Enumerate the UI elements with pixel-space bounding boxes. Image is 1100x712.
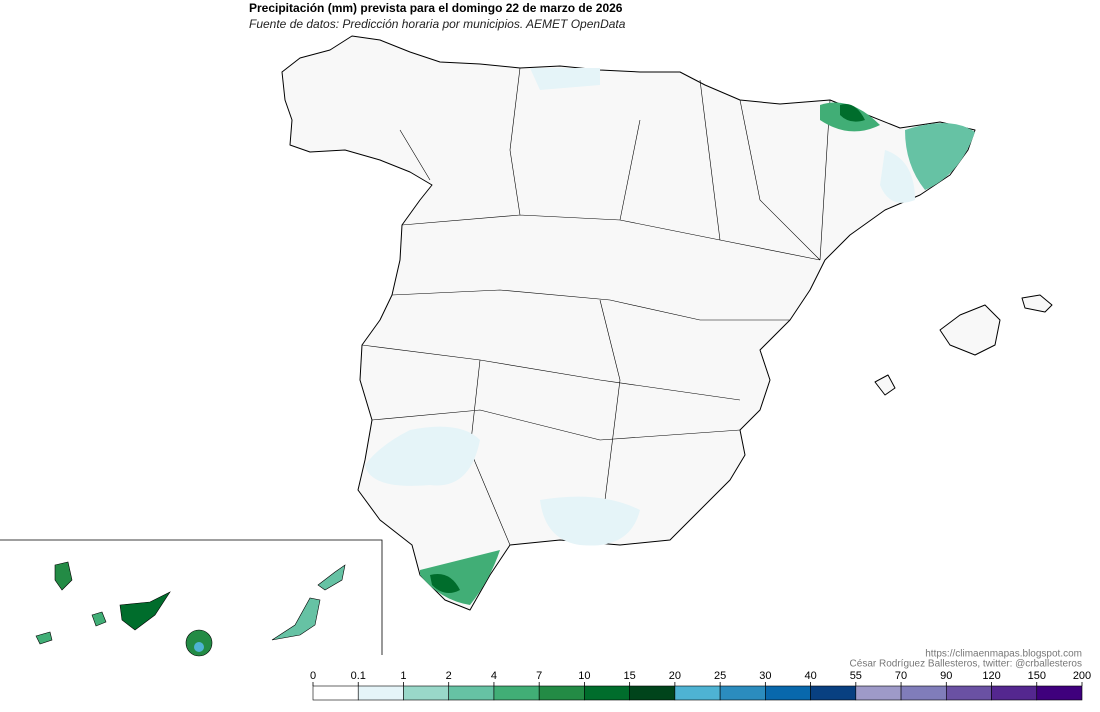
legend-tick-label: 200 — [1073, 670, 1091, 682]
legend-swatch — [719, 685, 766, 701]
subtitle: Fuente de datos: Predicción horaria por … — [249, 17, 626, 31]
precip-area — [840, 104, 865, 122]
legend: 0 0.1 1 2 4 7 10 15 20 25 30 40 55 70 90 120 150 200 — [310, 670, 1091, 701]
legend-swatch — [629, 685, 676, 701]
legend-swatch — [810, 685, 857, 701]
legend-swatch — [403, 685, 450, 701]
precip-area — [540, 496, 640, 546]
precip-area — [880, 150, 915, 203]
legend-swatch — [312, 685, 359, 701]
legend-tick-label: 7 — [536, 670, 542, 682]
legend-tick-label: 4 — [491, 670, 497, 682]
credit-author: César Rodríguez Ballesteros, twitter: @c… — [850, 659, 1082, 670]
mallorca — [939, 304, 1001, 356]
legend-tick-label: 30 — [759, 670, 771, 682]
credit-url: https://climaenmapas.blogspot.com — [925, 649, 1082, 660]
legend-swatch — [855, 685, 902, 701]
canary-inset — [0, 539, 383, 657]
legend-tick-label: 10 — [578, 670, 590, 682]
legend-swatch — [448, 685, 495, 701]
legend-tick-label: 1 — [400, 670, 406, 682]
legend-swatch — [674, 685, 721, 701]
legend-tick-label: 40 — [804, 670, 816, 682]
legend-tick-label: 0 — [310, 670, 316, 682]
legend-swatch — [493, 685, 540, 701]
legend-tick-label: 15 — [624, 670, 636, 682]
legend-swatch — [765, 685, 811, 701]
precip-area — [530, 68, 600, 90]
legend-swatch — [584, 685, 630, 701]
precip-area — [430, 574, 460, 594]
legend-tick-label: 25 — [714, 670, 726, 682]
title: Precipitación (mm) prevista para el domi… — [249, 1, 623, 15]
legend-tick-label: 2 — [446, 670, 452, 682]
legend-tick-label: 150 — [1028, 670, 1046, 682]
legend-tick-label: 0.1 — [351, 670, 366, 682]
legend-tick-label: 20 — [669, 670, 681, 682]
precip-area — [905, 122, 975, 190]
legend-swatch — [945, 685, 992, 701]
legend-swatch — [991, 685, 1038, 701]
precip-area — [365, 426, 480, 486]
peninsula — [281, 35, 1053, 611]
legend-tick-label: 55 — [850, 670, 862, 682]
legend-swatch — [357, 685, 404, 701]
legend-tick-label: 90 — [940, 670, 952, 682]
legend-tick-label: 70 — [895, 670, 907, 682]
menorca — [1021, 294, 1053, 313]
legend-swatch — [538, 685, 585, 701]
legend-swatch — [900, 685, 947, 701]
ibiza — [874, 374, 896, 396]
legend-tick-label: 120 — [982, 670, 1000, 682]
legend-swatch — [1036, 685, 1083, 701]
precip-area — [420, 550, 500, 605]
